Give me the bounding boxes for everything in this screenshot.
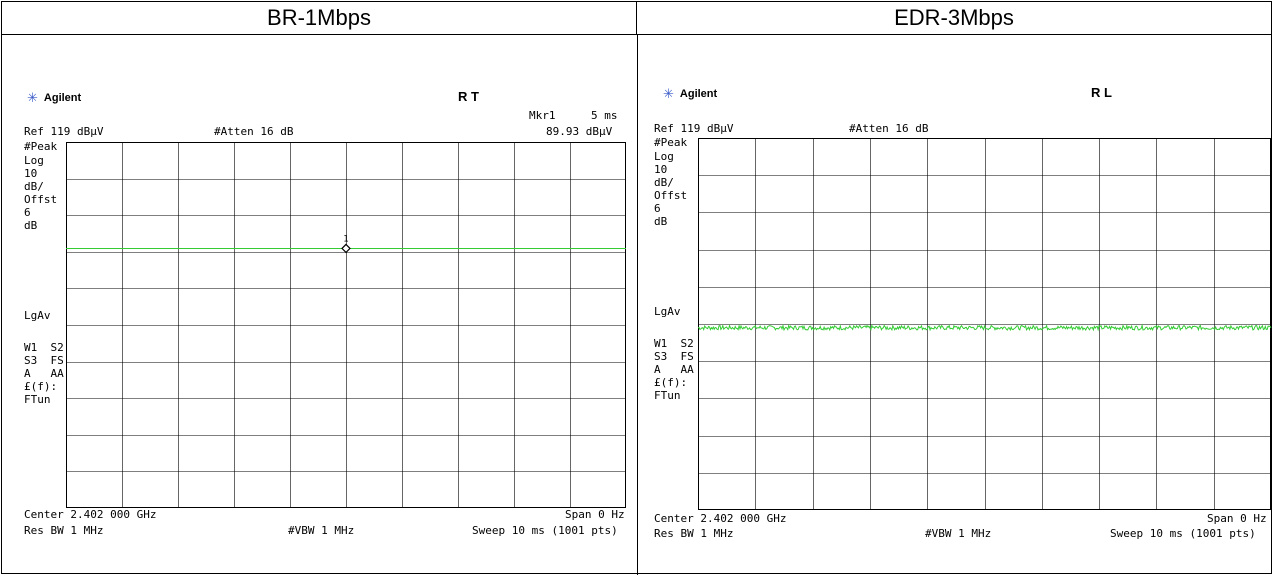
side-label: W1 S2	[24, 341, 64, 354]
logo-text: Agilent	[679, 88, 718, 100]
side-label: A AA	[654, 363, 694, 376]
logo-text: Agilent	[43, 92, 82, 104]
agilent-star-icon: ✳	[663, 86, 674, 101]
status-indicator: R T	[458, 89, 479, 104]
spectrum-panel-right: ✳ Agilent R L Ref 119 dBµV #Atten 16 dB …	[639, 36, 1272, 574]
agilent-logo: ✳ Agilent	[663, 86, 717, 102]
side-label: Offst	[24, 193, 58, 206]
side-label: dB	[654, 215, 668, 228]
vbw: #VBW 1 MHz	[288, 524, 355, 537]
side-label: #Peak	[24, 140, 58, 153]
agilent-logo: ✳ Agilent	[27, 90, 81, 106]
side-label: dB/	[24, 180, 44, 193]
side-label: dB/	[654, 176, 674, 189]
span: Span 0 Hz	[565, 508, 625, 521]
ref-level: Ref 119 dBµV	[654, 122, 734, 135]
plot-border	[66, 142, 626, 508]
lgav-label: LgAv	[24, 309, 51, 322]
sweep: Sweep 10 ms (1001 pts)	[1110, 527, 1256, 540]
plot-border	[698, 138, 1271, 510]
marker-value: 89.93 dBµV	[546, 125, 613, 138]
side-label: 6	[24, 206, 31, 219]
res-bw: Res BW 1 MHz	[654, 527, 734, 540]
lgav-label: LgAv	[654, 305, 681, 318]
side-label: FTun	[654, 389, 681, 402]
side-label: £(f):	[24, 380, 58, 393]
side-label: Offst	[654, 189, 688, 202]
side-label: #Peak	[654, 136, 688, 149]
side-label: FTun	[24, 393, 51, 406]
center-frequency: Center 2.402 000 GHz	[24, 508, 157, 521]
side-label: Log	[654, 150, 674, 163]
side-label: dB	[24, 219, 38, 232]
span: Span 0 Hz	[1207, 512, 1267, 525]
side-label: 6	[654, 202, 661, 215]
trace-line	[697, 323, 1272, 332]
side-label: £(f):	[654, 376, 688, 389]
side-label: A AA	[24, 367, 64, 380]
status-indicator: R L	[1091, 85, 1112, 100]
attenuation: #Atten 16 dB	[214, 125, 294, 138]
column-divider	[637, 35, 638, 575]
spectrum-plot-left: 1	[66, 142, 626, 508]
marker-label: Mkr1	[529, 109, 556, 122]
ref-level: Ref 119 dBµV	[24, 125, 104, 138]
side-label: 10	[654, 163, 668, 176]
marker-diamond	[341, 243, 351, 254]
header-edr-3mbps: EDR-3Mbps	[637, 2, 1271, 35]
side-label: Log	[24, 154, 44, 167]
marker-number: 1	[343, 234, 348, 244]
side-label: S3 FS	[654, 350, 694, 363]
marker-time: 5 ms	[591, 109, 618, 122]
sweep: Sweep 10 ms (1001 pts)	[472, 524, 618, 537]
header-br-1mbps: BR-1Mbps	[2, 2, 637, 35]
center-frequency: Center 2.402 000 GHz	[654, 512, 787, 525]
spectrum-plot-right	[697, 138, 1272, 510]
vbw: #VBW 1 MHz	[925, 527, 992, 540]
res-bw: Res BW 1 MHz	[24, 524, 104, 537]
side-label: W1 S2	[654, 337, 694, 350]
attenuation: #Atten 16 dB	[849, 122, 929, 135]
side-label: S3 FS	[24, 354, 64, 367]
spectrum-panel-left: ✳ Agilent R T Mkr1 5 ms Ref 119 dBµV #At…	[3, 36, 636, 574]
side-label: 10	[24, 167, 38, 180]
agilent-star-icon: ✳	[27, 90, 38, 105]
